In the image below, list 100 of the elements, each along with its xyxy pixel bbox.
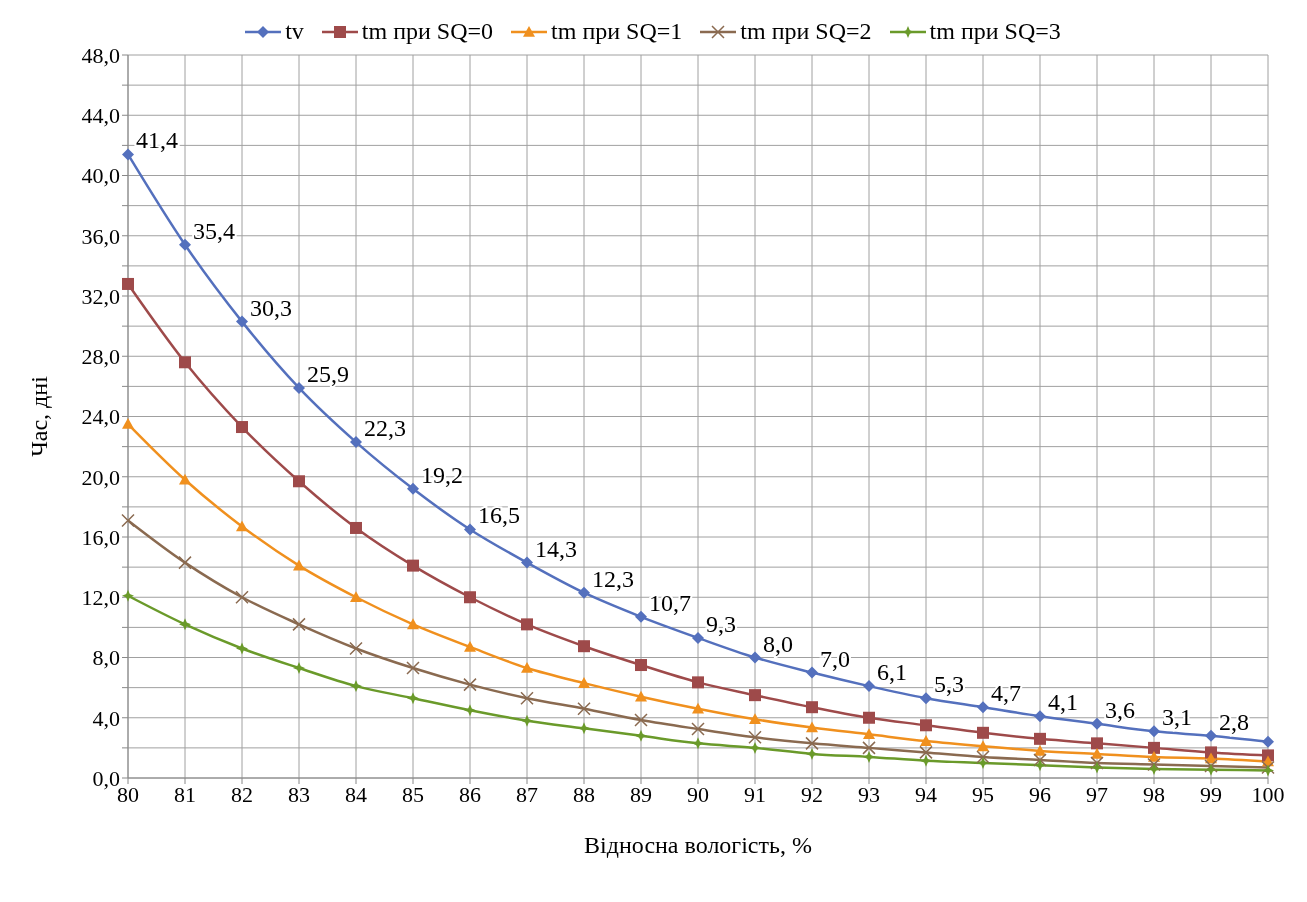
point <box>407 618 419 630</box>
data-label: 3,1 <box>1162 704 1192 731</box>
data-label: 19,2 <box>421 461 463 488</box>
point <box>1033 753 1047 767</box>
legend-label: tm при SQ=2 <box>740 18 872 45</box>
x-tick-label: 90 <box>687 781 709 807</box>
point <box>1262 764 1274 777</box>
point <box>977 726 989 739</box>
x-tick-label: 95 <box>972 781 994 807</box>
legend-label: tm при SQ=3 <box>929 18 1061 45</box>
x-tick-label: 91 <box>744 781 766 807</box>
data-label: 10,7 <box>649 589 691 616</box>
x-tick-label: 84 <box>345 781 367 807</box>
point <box>920 735 932 746</box>
data-label: 7,0 <box>820 645 850 672</box>
point <box>236 315 248 328</box>
point <box>122 589 134 602</box>
point <box>635 729 647 742</box>
point <box>578 677 590 688</box>
point <box>464 704 476 717</box>
point <box>1034 732 1046 745</box>
point <box>521 714 533 727</box>
point <box>521 618 533 631</box>
point <box>520 691 534 705</box>
point <box>407 559 419 572</box>
y-tick-label: 48,0 <box>81 42 120 68</box>
x-tick-label: 96 <box>1029 781 1051 807</box>
point <box>179 356 191 369</box>
point <box>236 421 248 434</box>
point <box>749 651 761 664</box>
point <box>634 713 648 727</box>
point <box>122 148 134 161</box>
point <box>521 556 533 569</box>
y-tick-label: 16,0 <box>81 524 120 550</box>
y-tick-label: 4,0 <box>92 705 120 731</box>
point <box>578 640 590 653</box>
x-tick-label: 81 <box>174 781 196 807</box>
point <box>121 513 135 528</box>
point <box>1091 737 1103 750</box>
x-tick-label: 93 <box>858 781 880 807</box>
point <box>863 711 875 724</box>
x-tick-label: 89 <box>630 781 652 807</box>
point <box>1034 759 1046 772</box>
point <box>179 238 191 251</box>
point <box>805 736 819 751</box>
point <box>577 701 591 716</box>
data-label: 9,3 <box>706 610 736 637</box>
point <box>806 701 818 714</box>
point <box>464 591 476 604</box>
point <box>1205 763 1217 776</box>
point <box>350 436 362 449</box>
point <box>691 722 705 736</box>
point <box>464 640 476 652</box>
point <box>521 662 533 673</box>
data-label: 5,3 <box>934 671 964 698</box>
y-axis-title: Час, дні <box>25 375 52 457</box>
y-tick-label: 44,0 <box>81 103 120 129</box>
point <box>122 418 134 429</box>
point <box>293 381 305 394</box>
point <box>406 661 420 675</box>
y-tick-label: 32,0 <box>81 283 120 309</box>
data-label: 30,3 <box>250 294 292 321</box>
data-label: 4,1 <box>1048 689 1078 716</box>
point <box>863 680 875 693</box>
point <box>749 741 761 754</box>
data-label: 25,9 <box>307 360 349 387</box>
point <box>407 692 419 705</box>
x-tick-label: 92 <box>801 781 823 807</box>
y-tick-label: 36,0 <box>81 223 120 249</box>
x-tick-label: 88 <box>573 781 595 807</box>
y-tick-label: 12,0 <box>81 585 120 611</box>
point <box>179 473 191 485</box>
y-tick-label: 8,0 <box>92 645 120 671</box>
data-label: 2,8 <box>1219 708 1249 735</box>
point <box>692 676 704 689</box>
point <box>919 745 933 760</box>
point <box>635 659 647 672</box>
point <box>179 618 191 631</box>
point <box>236 520 248 532</box>
point <box>464 523 476 536</box>
point <box>1034 710 1046 723</box>
point <box>578 586 590 599</box>
data-label: 14,3 <box>535 535 577 562</box>
point <box>1090 756 1104 770</box>
x-tick-label: 98 <box>1143 781 1165 807</box>
point <box>349 641 363 656</box>
x-tick-label: 85 <box>402 781 424 807</box>
x-tick-label: 97 <box>1086 781 1108 807</box>
point <box>692 702 704 714</box>
legend-label: tm при SQ=0 <box>361 18 494 45</box>
point <box>407 482 419 495</box>
point <box>1205 729 1217 742</box>
point <box>350 680 362 693</box>
data-label: 16,5 <box>478 502 520 529</box>
point <box>635 610 647 623</box>
y-tick-label: 28,0 <box>81 344 120 370</box>
point <box>692 737 704 750</box>
x-tick-label: 82 <box>231 781 253 807</box>
point <box>178 555 192 570</box>
x-tick-label: 94 <box>915 781 937 807</box>
